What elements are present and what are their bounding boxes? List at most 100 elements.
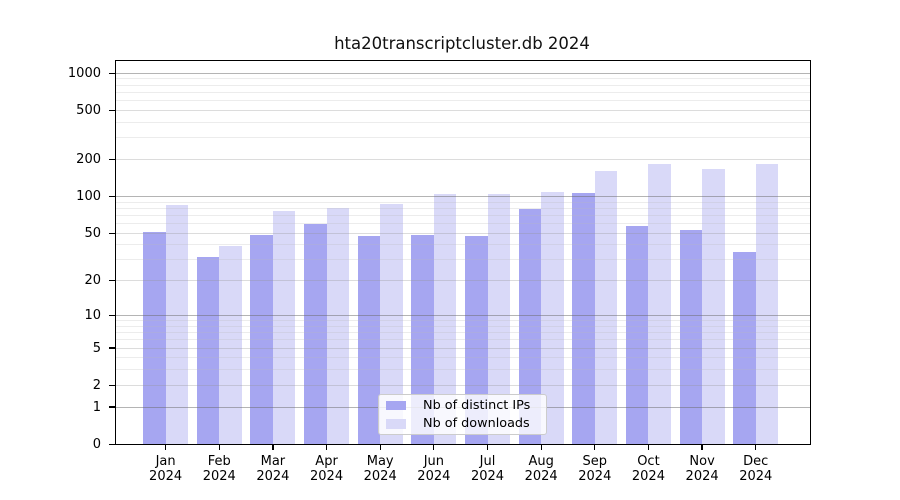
legend-item-downloads: Nb of downloads [386,415,546,434]
y-axis-tick [108,109,116,112]
y-axis-tick [108,158,116,161]
y-tick-label: 100 [76,188,101,204]
gridline-minor [115,325,810,327]
x-tick-label: Apr 2024 [310,453,344,485]
x-axis-tick [755,445,757,450]
bar-may-downloads [380,203,403,445]
bar-oct-distinct-ips [625,226,649,445]
x-axis-tick [272,445,274,450]
x-axis-tick [701,445,703,450]
bar-nov-distinct-ips [679,230,703,445]
bar-may-distinct-ips [357,236,381,445]
legend-label-downloads: Nb of downloads [423,416,530,432]
bar-feb-distinct-ips [196,256,220,445]
gridline-minor [115,121,810,123]
legend-label-distinct-ips: Nb of distinct IPs [423,397,531,413]
gridline-minor [115,339,810,341]
x-axis-tick [433,445,435,450]
gridline [115,109,810,111]
gridline-minor [115,207,810,209]
bar-jul-downloads [487,194,510,445]
y-tick-label: 10 [84,308,101,324]
gridline-minor [115,201,810,203]
y-axis-tick [108,314,116,317]
bar-dec-distinct-ips [733,251,756,445]
gridline [115,159,810,160]
gridline-minor [115,84,810,86]
legend-swatch-ips-icon [386,400,406,410]
y-tick-label: 1000 [67,65,101,81]
x-tick-label: Jan 2024 [149,453,183,485]
x-tick-label: Dec 2024 [739,453,773,485]
x-tick-label: Mar 2024 [256,453,290,485]
bar-jun-distinct-ips [411,235,434,445]
legend-item-distinct-ips: Nb of distinct IPs [386,396,546,415]
y-axis-tick [108,347,116,349]
bar-sep-distinct-ips [572,192,595,445]
bar-jan-downloads [165,205,189,445]
y-tick-label: 500 [76,102,101,118]
y-axis-tick [108,443,116,445]
bar-feb-downloads [219,246,242,445]
gridline [115,280,810,282]
y-axis-tick [108,72,116,74]
x-axis-tick [486,445,489,450]
x-axis-tick [540,445,542,450]
x-axis-tick [164,445,167,450]
bar-jan-distinct-ips [143,232,166,445]
gridline-minor [115,137,810,139]
x-axis-tick [647,445,650,450]
x-tick-label: May 2024 [363,453,397,485]
gridline-decade [115,72,810,74]
y-axis-tick [108,280,116,282]
chart-title: hta20transcriptcluster.db 2024 [334,34,590,53]
bar-oct-downloads [648,163,671,445]
x-tick-label: Feb 2024 [202,453,236,485]
bar-jun-downloads [433,194,457,445]
x-tick-label: Nov 2024 [685,453,719,485]
gridline-decade [115,315,810,317]
x-tick-label: Sep 2024 [578,453,612,485]
gridline-minor [115,244,810,246]
x-tick-label: Jun 2024 [417,453,451,485]
y-tick-label: 5 [92,340,101,356]
bar-nov-downloads [702,168,725,445]
x-tick-label: Jul 2024 [470,453,505,485]
bar-mar-distinct-ips [250,235,273,445]
gridline-decade [115,195,810,197]
gridline-minor [115,320,810,322]
bar-dec-downloads [755,163,779,445]
x-axis-tick [379,445,381,450]
bar-aug-distinct-ips [518,208,542,445]
x-tick-label: Oct 2024 [631,453,665,485]
y-tick-label: 0 [92,436,101,452]
gridline-minor [115,332,810,334]
x-axis-tick [218,445,220,450]
gridline [115,384,810,386]
y-axis-tick [108,232,116,234]
bar-apr-downloads [326,208,350,445]
y-axis-tick [108,406,116,408]
x-tick-label: Aug 2024 [524,453,558,485]
bar-jul-distinct-ips [465,236,488,445]
y-axis-tick [108,384,116,386]
gridline-minor [115,78,810,80]
gridline-minor [115,259,810,261]
y-tick-label: 50 [84,225,101,241]
y-tick-label: 2 [92,377,101,393]
gridline [115,232,810,234]
bar-sep-downloads [594,171,618,445]
gridline-minor [115,369,810,371]
legend: Nb of distinct IPs Nb of downloads [378,394,547,435]
gridline-minor [115,223,810,225]
bar-aug-downloads [541,192,564,445]
y-tick-label: 20 [84,273,101,289]
y-tick-label: 1 [92,399,101,415]
legend-swatch-downloads-icon [386,419,406,429]
gridline-minor [115,357,810,359]
y-tick-label: 200 [76,152,101,167]
bar-apr-distinct-ips [304,223,327,445]
